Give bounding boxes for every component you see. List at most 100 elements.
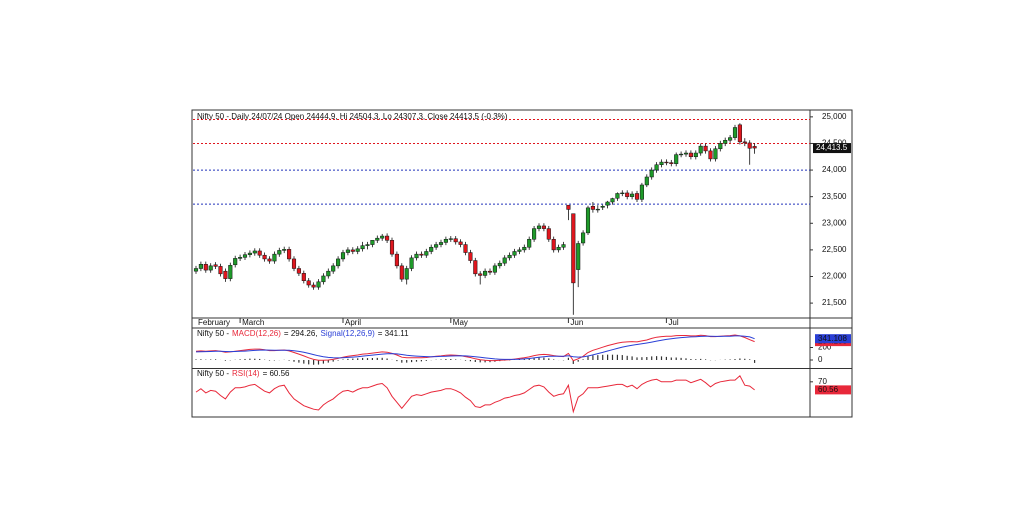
candle-body	[306, 280, 311, 286]
candle-body	[664, 161, 669, 164]
x-tick-label: Jul	[668, 318, 678, 327]
candle-body	[316, 281, 321, 288]
last-price-label: 24,413.5	[816, 143, 848, 152]
candle-body	[399, 265, 404, 280]
candle-body	[600, 206, 605, 208]
y-tick-label: 23,500	[822, 192, 847, 201]
candle-body	[443, 238, 448, 243]
frame	[191, 109, 853, 418]
candle-body	[742, 141, 747, 144]
y-tick-label: 0	[818, 355, 823, 364]
candle-body	[747, 142, 752, 149]
candle-body	[610, 198, 615, 203]
candle-body	[404, 268, 409, 280]
candle-body	[257, 250, 262, 256]
candle-body	[703, 145, 708, 152]
candle-body	[732, 127, 738, 138]
candle-body	[242, 254, 248, 258]
candle-body	[355, 248, 360, 252]
candle-body	[639, 184, 644, 200]
candle-body	[394, 253, 399, 267]
candle-body	[752, 146, 757, 149]
candle-body	[497, 262, 502, 267]
candle-body	[340, 252, 346, 260]
candle-body	[561, 244, 566, 248]
legend-value: = 294.26,	[284, 329, 318, 338]
candle-body	[737, 124, 742, 143]
candle-body	[262, 254, 267, 260]
candle-body	[350, 249, 355, 252]
last-value-label: 60.56	[818, 385, 839, 394]
candle-body	[233, 258, 238, 266]
candle-body	[252, 250, 257, 254]
panel-title: Nifty 50 -	[197, 329, 229, 338]
candle-body	[556, 246, 561, 251]
candle-body	[502, 257, 507, 264]
candle-body	[287, 249, 292, 260]
candle-body	[223, 270, 228, 279]
candle-body	[649, 169, 654, 178]
candle-body	[630, 193, 635, 197]
candle-body	[208, 265, 213, 271]
candle-body	[331, 265, 336, 272]
candle-body	[693, 152, 698, 158]
candle-body	[590, 206, 595, 210]
candle-body	[615, 193, 620, 199]
candle-body	[698, 145, 703, 154]
candle-body	[321, 275, 326, 283]
candle-body	[551, 238, 556, 251]
legend-name: Signal(12,26,9)	[321, 329, 376, 338]
y-tick-label: 70	[818, 377, 827, 386]
candle-body	[218, 266, 223, 275]
last-price-box	[813, 143, 851, 154]
candle-body	[448, 238, 453, 240]
candle-body	[483, 270, 488, 276]
legend-value: = 60.56	[263, 369, 290, 378]
candle-body	[688, 152, 693, 158]
y-tick-label: 200	[818, 343, 832, 352]
candle-body	[463, 244, 468, 253]
candle-body	[438, 242, 444, 245]
candle-body	[434, 244, 439, 248]
candle-body	[644, 176, 649, 186]
candle-body	[193, 268, 199, 272]
candle-body	[527, 238, 532, 248]
candle-body	[424, 251, 429, 256]
last-value-box	[815, 385, 851, 395]
candle-body	[507, 254, 512, 259]
candle-body	[458, 241, 463, 245]
candle-body	[370, 240, 375, 245]
candle-body	[198, 264, 203, 269]
x-tick-label: April	[345, 318, 361, 327]
candle-body	[679, 153, 684, 156]
candle-body	[365, 244, 370, 246]
y-tick-label: 25,000	[822, 112, 847, 121]
indicator-line	[195, 335, 755, 360]
candle-body	[414, 253, 419, 259]
candle-body	[620, 192, 625, 194]
candle-body	[585, 207, 591, 234]
candle-body	[326, 270, 331, 277]
candle-body	[282, 249, 287, 251]
panel-legend: Nifty 50 - RSI(14) = 60.56	[197, 369, 290, 378]
panel-title: Nifty 50 -	[197, 369, 229, 378]
x-tick-label: Jun	[570, 318, 583, 327]
candle-body	[272, 253, 277, 262]
last-value-label: 341.108	[818, 334, 847, 343]
candle-body	[669, 162, 674, 164]
y-tick-label: 24,000	[822, 165, 847, 174]
candle-body	[385, 235, 390, 241]
candle-body	[375, 237, 380, 241]
candle-body	[576, 243, 581, 270]
candle-body	[419, 253, 424, 256]
candle-body	[213, 264, 218, 267]
candle-body	[473, 260, 478, 275]
candle-body	[478, 273, 483, 276]
candle-body	[336, 258, 341, 267]
candle-body	[522, 246, 527, 251]
candle-body	[409, 257, 414, 269]
candle-body	[532, 228, 537, 240]
y-tick-label: 23,000	[822, 218, 847, 227]
candle-body	[566, 204, 571, 210]
